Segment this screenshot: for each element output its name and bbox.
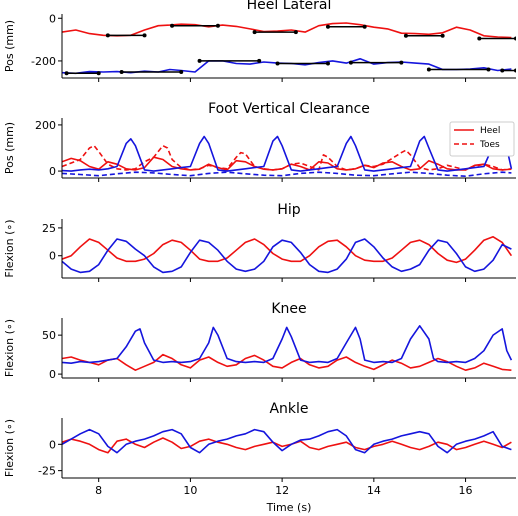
segment-endpoint [197,58,202,63]
segment-endpoint [440,33,445,38]
y-axis-label: Pos (mm) [3,20,16,72]
x-tick-label: 8 [95,484,102,497]
segment-endpoint [257,58,262,63]
panel-title: Ankle [269,401,308,417]
series-line [62,236,513,264]
y-axis-label: Flexion (∘) [3,319,16,377]
legend-label: Heel [480,126,500,136]
segment-endpoint [348,60,353,65]
segment-endpoint [426,67,431,72]
x-tick-label: 14 [367,484,381,497]
legend-label: Toes [479,140,500,150]
series-line [62,156,512,171]
panel-title: Knee [271,301,306,317]
segment-endpoint [477,36,482,41]
panel-title: Heel Lateral [247,0,332,13]
y-tick-label: 200 [35,119,56,132]
segment-endpoint [275,61,280,66]
y-tick-label: -200 [31,55,56,68]
y-tick-label: 0 [49,438,56,451]
segment-endpoint [399,60,404,65]
y-axis-label: Pos (mm) [3,122,16,174]
segment-endpoint [119,70,124,75]
series-line [62,324,513,365]
segment-endpoint [514,36,516,41]
segment-endpoint [96,71,101,76]
segment-endpoint [325,61,330,66]
segment-endpoint [325,24,330,29]
x-axis-label: Time (s) [266,501,312,514]
segment-endpoint [142,33,147,38]
panel-title: Foot Vertical Clearance [208,101,370,117]
series-line [62,144,512,171]
series-line [62,238,512,274]
segment-endpoint [500,68,505,73]
segment-endpoint [215,23,220,28]
segment-endpoint [514,68,516,73]
y-tick-label: 0 [49,250,56,263]
x-tick-label: 10 [183,484,197,497]
y-tick-label: 0 [49,368,56,381]
segment-endpoint [293,30,298,35]
y-tick-label: 25 [42,222,56,235]
series-line [62,135,513,172]
y-axis-label: Flexion (∘) [3,219,16,277]
segment-endpoint [64,71,69,76]
series-line [62,353,512,372]
segment-endpoint [179,70,184,75]
segment-endpoint [170,23,175,28]
y-tick-label: 50 [42,329,56,342]
x-tick-label: 16 [459,484,473,497]
series-line [62,437,512,454]
segment-endpoint [486,67,491,72]
segment-endpoint [105,33,110,38]
segment-endpoint [252,30,257,35]
segment-endpoint [403,33,408,38]
panel-title: Hip [277,202,300,218]
x-tick-label: 12 [275,484,289,497]
y-tick-label: 0 [49,12,56,25]
y-axis-label: Flexion (∘) [3,419,16,477]
y-tick-label: 0 [49,165,56,178]
y-tick-label: -25 [38,465,56,478]
segment-endpoint [362,24,367,29]
series-line [62,22,512,39]
series-line [62,57,512,75]
series-line [62,428,512,454]
series-line [62,171,512,177]
